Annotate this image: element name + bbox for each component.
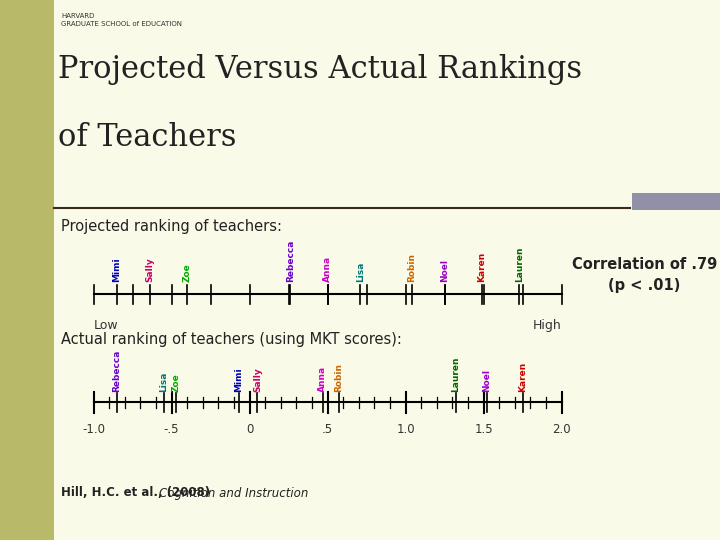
Text: Noel: Noel [440, 259, 449, 282]
Text: Karen: Karen [518, 361, 527, 392]
Text: Karen: Karen [477, 252, 487, 282]
Text: Rebecca: Rebecca [286, 240, 294, 282]
Text: High: High [533, 319, 562, 332]
Text: Projected ranking of teachers:: Projected ranking of teachers: [61, 219, 282, 234]
Text: Correlation of .79
(p < .01): Correlation of .79 (p < .01) [572, 258, 717, 293]
Text: Lisa: Lisa [159, 371, 168, 392]
Text: Sally: Sally [145, 258, 154, 282]
Text: Rebecca: Rebecca [112, 349, 122, 392]
Text: Low: Low [94, 319, 118, 332]
Text: 0: 0 [246, 423, 253, 436]
Bar [0, 0, 54, 540]
Text: Anna: Anna [323, 256, 332, 282]
Text: Mimi: Mimi [112, 258, 122, 282]
Text: 1.0: 1.0 [396, 423, 415, 436]
Text: Zoe: Zoe [172, 373, 181, 392]
Text: Actual ranking of teachers (using MKT scores):: Actual ranking of teachers (using MKT sc… [61, 332, 402, 347]
Text: 1.5: 1.5 [474, 423, 493, 436]
Text: Robin: Robin [334, 362, 343, 392]
Text: Robin: Robin [408, 253, 416, 282]
Text: Projected Versus Actual Rankings: Projected Versus Actual Rankings [58, 54, 582, 85]
Text: HARVARD
GRADUATE SCHOOL of EDUCATION: HARVARD GRADUATE SCHOOL of EDUCATION [61, 14, 182, 27]
Text: of Teachers: of Teachers [58, 122, 236, 152]
Text: Hill, H.C. et al., (2008): Hill, H.C. et al., (2008) [61, 487, 215, 500]
Bar [632, 193, 720, 210]
Text: Zoe: Zoe [183, 264, 192, 282]
Text: Sally: Sally [253, 367, 262, 392]
Text: Mimi: Mimi [234, 367, 243, 392]
Text: .5: .5 [322, 423, 333, 436]
Text: -.5: -.5 [164, 423, 179, 436]
Text: Anna: Anna [318, 366, 328, 392]
Text: Cognition and Instruction: Cognition and Instruction [158, 487, 308, 500]
Text: Lauren: Lauren [515, 247, 524, 282]
Text: 2.0: 2.0 [552, 423, 571, 436]
Text: Noel: Noel [482, 368, 491, 392]
Text: -1.0: -1.0 [82, 423, 105, 436]
Text: Lauren: Lauren [451, 356, 460, 392]
Text: Lisa: Lisa [356, 262, 365, 282]
